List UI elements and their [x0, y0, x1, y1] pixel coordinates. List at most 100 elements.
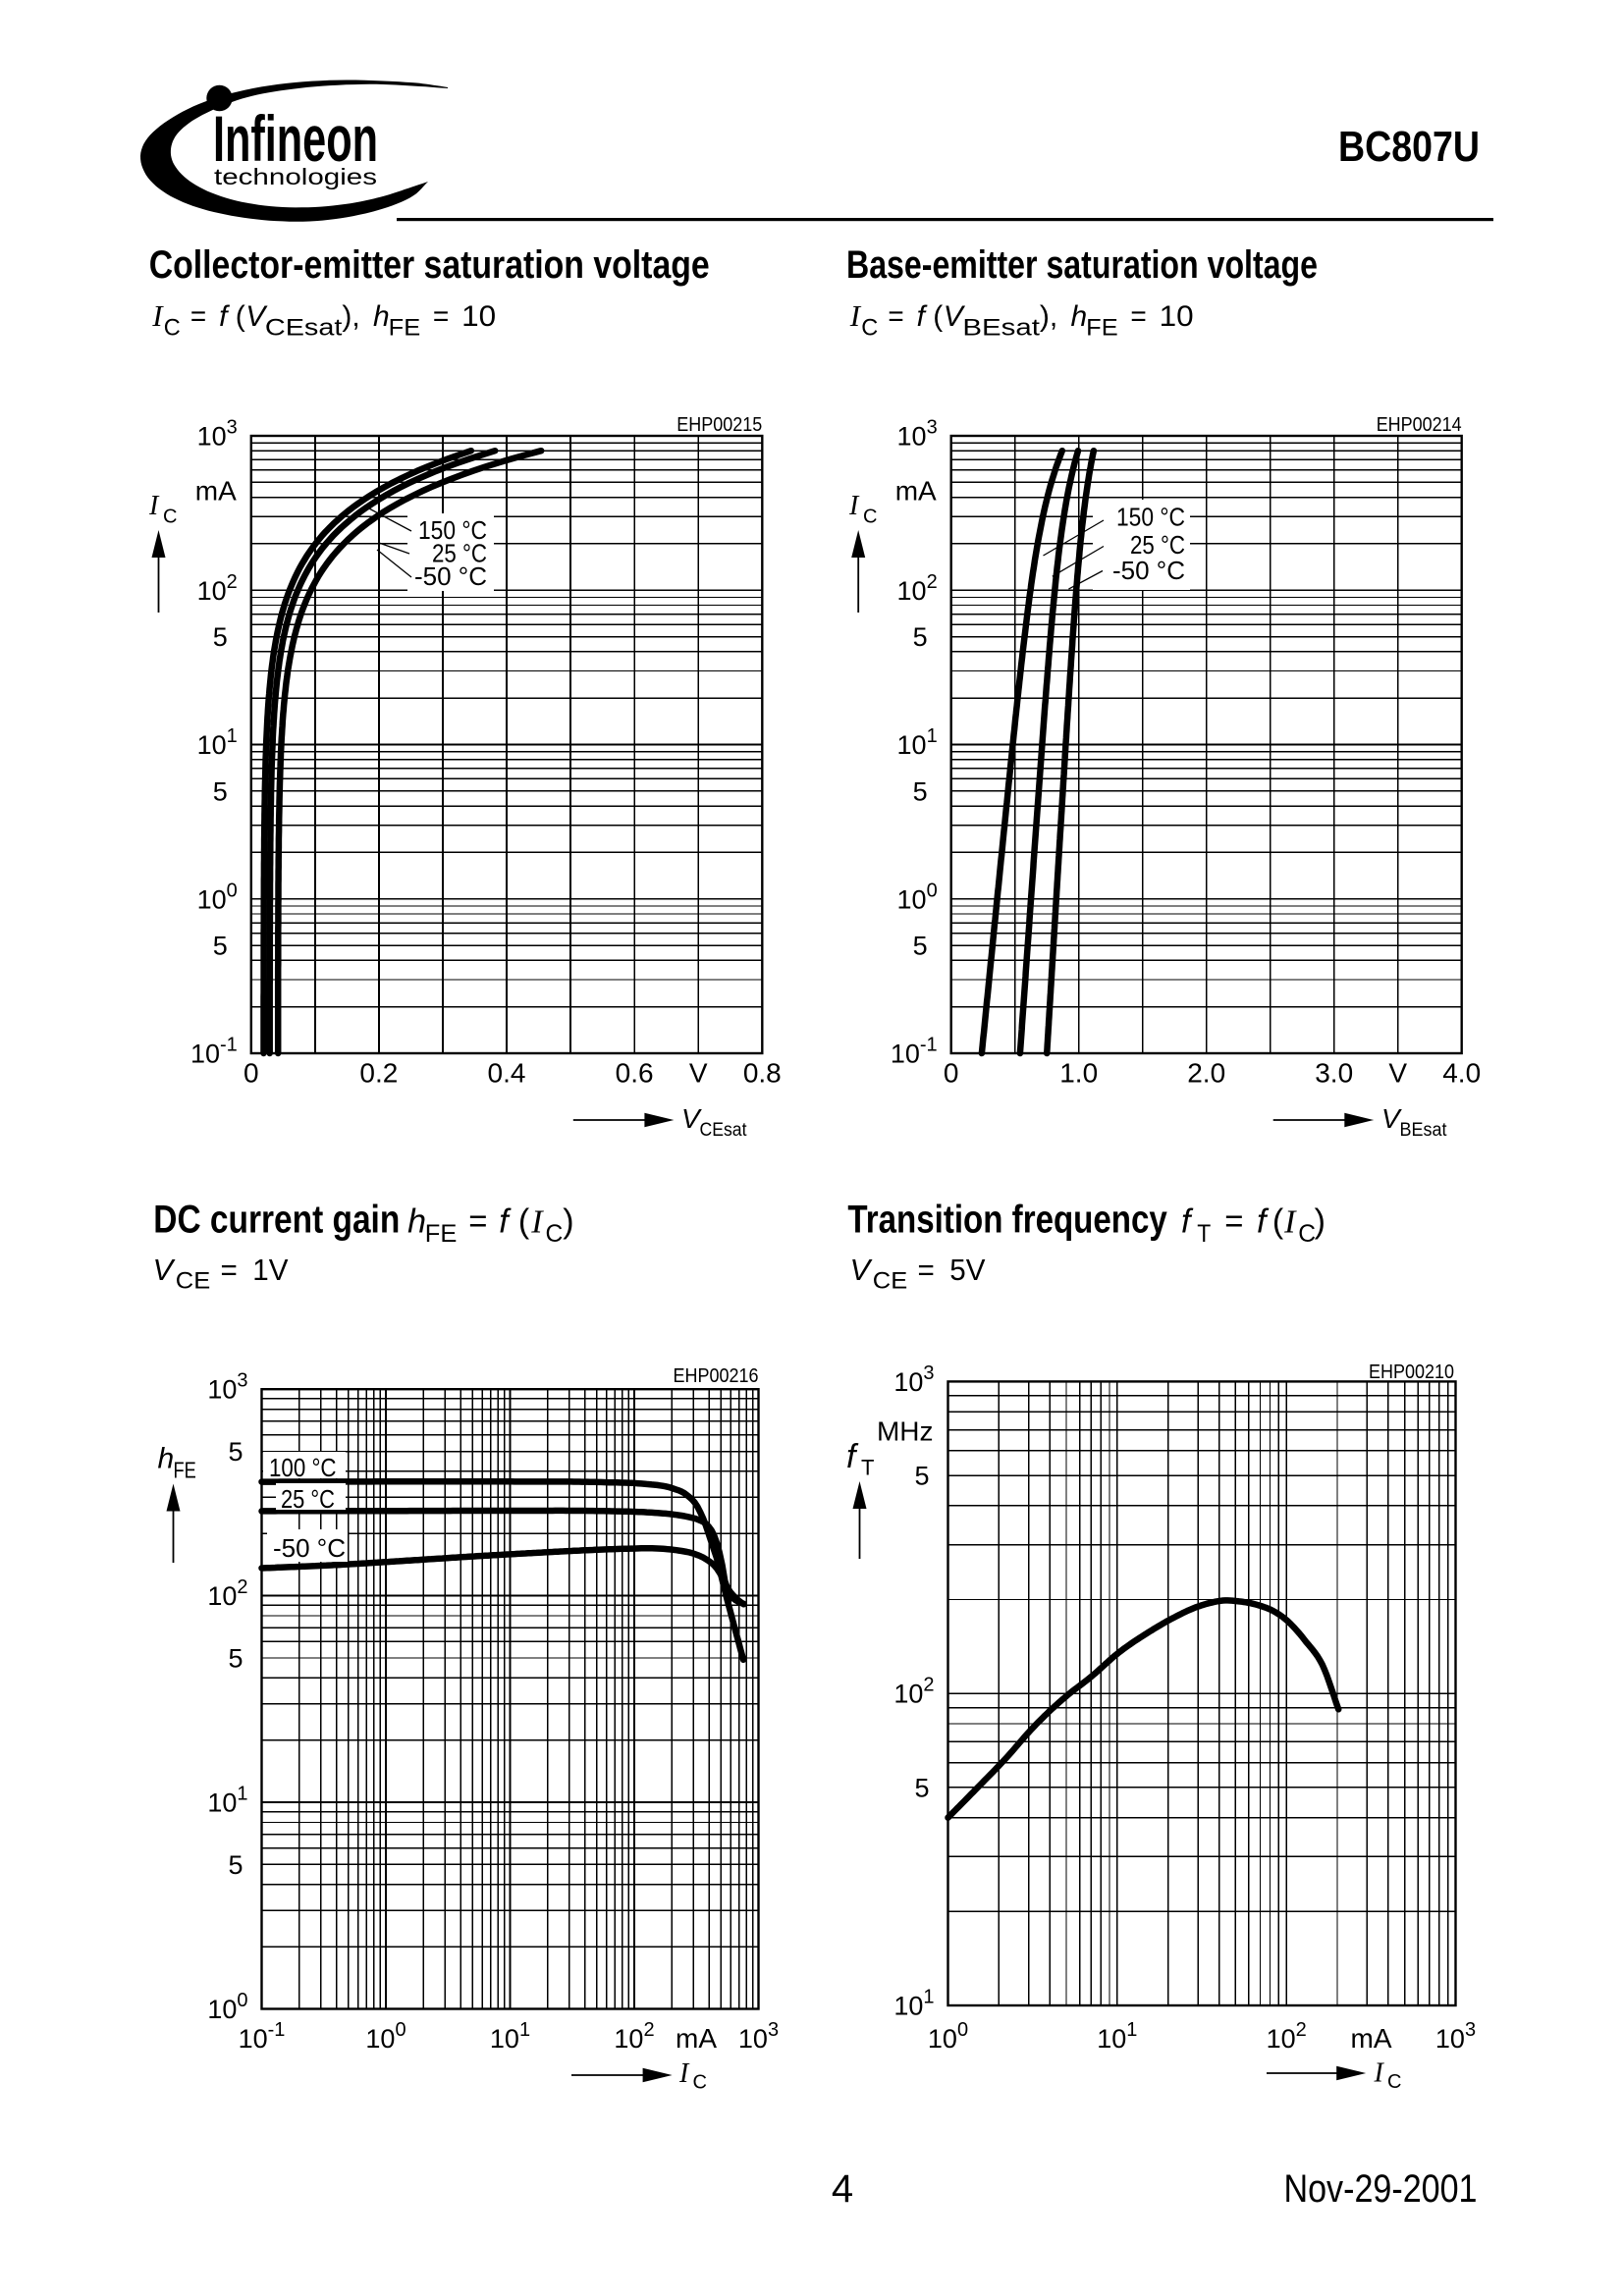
svg-text:25 °C: 25 °C — [281, 1484, 335, 1514]
svg-text:5: 5 — [913, 622, 928, 652]
svg-text:FE: FE — [1086, 315, 1118, 342]
svg-text:25 °C: 25 °C — [1130, 530, 1185, 560]
svg-text:I: I — [151, 298, 164, 333]
svg-text:h: h — [158, 1443, 175, 1475]
svg-text:C: C — [861, 315, 878, 342]
svg-text:5: 5 — [913, 932, 928, 961]
svg-text:I: I — [1283, 1204, 1297, 1241]
svg-text:C: C — [1387, 2071, 1401, 2093]
svg-text:f: f — [219, 300, 230, 333]
svg-text:V: V — [1388, 1058, 1407, 1089]
svg-text:V: V — [681, 1103, 702, 1134]
svg-text:),: ), — [1040, 300, 1057, 333]
svg-text:h: h — [1071, 300, 1088, 333]
svg-text:(: ( — [1272, 1203, 1284, 1241]
svg-text:=: = — [190, 300, 206, 333]
svg-text:100: 100 — [897, 880, 938, 914]
svg-text:mA: mA — [195, 476, 237, 507]
svg-text:101: 101 — [1097, 2019, 1137, 2054]
svg-text:FE: FE — [389, 315, 421, 342]
svg-text:I: I — [848, 491, 860, 521]
svg-text:0: 0 — [243, 1058, 259, 1089]
svg-text:): ) — [1315, 1203, 1325, 1241]
svg-text:-50 °C: -50 °C — [273, 1533, 346, 1563]
svg-text:V: V — [850, 1253, 874, 1287]
svg-text:=: = — [433, 300, 449, 333]
svg-text:103: 103 — [197, 417, 238, 452]
svg-text:Base-emitter saturation voltag: Base-emitter saturation voltage — [846, 243, 1318, 287]
svg-text:BEsat: BEsat — [962, 315, 1040, 342]
svg-text:101: 101 — [893, 1987, 934, 2021]
svg-text:4: 4 — [832, 2167, 853, 2211]
svg-text:(: ( — [236, 300, 245, 333]
svg-text:103: 103 — [738, 2019, 779, 2054]
svg-text:0.4: 0.4 — [488, 1058, 526, 1089]
svg-text:10: 10 — [461, 300, 496, 333]
svg-text:=: = — [888, 300, 903, 333]
svg-text:EHP00215: EHP00215 — [676, 414, 762, 436]
svg-text:100: 100 — [207, 1990, 247, 2024]
svg-text:103: 103 — [893, 1362, 934, 1397]
svg-text:101: 101 — [197, 725, 238, 760]
svg-text:100 °C: 100 °C — [269, 1453, 337, 1482]
svg-text:25 °C: 25 °C — [432, 539, 487, 568]
svg-text:I: I — [1374, 2058, 1385, 2089]
svg-text:1.0: 1.0 — [1059, 1058, 1098, 1089]
svg-text:Infineon: Infineon — [213, 102, 378, 175]
svg-text:I: I — [678, 2058, 690, 2089]
svg-text:4.0: 4.0 — [1442, 1058, 1481, 1089]
svg-text:I: I — [849, 298, 862, 333]
svg-text:102: 102 — [893, 1675, 934, 1709]
svg-text:BEsat: BEsat — [1400, 1120, 1448, 1141]
svg-text:DC current gain: DC current gain — [153, 1199, 400, 1242]
svg-text:C: C — [863, 506, 877, 527]
svg-text:101: 101 — [490, 2019, 530, 2054]
svg-text:): ) — [563, 1203, 573, 1241]
svg-text:C: C — [163, 506, 177, 527]
svg-text:5: 5 — [213, 776, 228, 806]
svg-text:0.6: 0.6 — [616, 1058, 654, 1089]
svg-text:V: V — [245, 300, 268, 333]
svg-text:T: T — [861, 1456, 874, 1480]
svg-text:10: 10 — [1160, 300, 1194, 333]
svg-text:EHP00210: EHP00210 — [1369, 1362, 1454, 1383]
svg-text:V: V — [689, 1058, 708, 1089]
svg-text:FE: FE — [425, 1220, 458, 1248]
svg-text:100: 100 — [365, 2019, 406, 2054]
svg-text:mA: mA — [676, 2023, 717, 2054]
svg-text:103: 103 — [207, 1370, 247, 1405]
svg-text:103: 103 — [1435, 2019, 1476, 2054]
svg-text:(: ( — [518, 1203, 530, 1241]
svg-text:102: 102 — [897, 571, 938, 606]
svg-text:5: 5 — [213, 932, 228, 961]
svg-text:h: h — [373, 300, 390, 333]
svg-text:5V: 5V — [949, 1253, 986, 1287]
svg-text:10-1: 10-1 — [190, 1035, 238, 1069]
svg-text:CEsat: CEsat — [700, 1120, 748, 1141]
svg-text:100: 100 — [928, 2019, 968, 2054]
svg-text:C: C — [1298, 1220, 1316, 1248]
svg-text:f: f — [917, 300, 928, 333]
svg-text:Nov-29-2001: Nov-29-2001 — [1284, 2167, 1478, 2211]
svg-text:T: T — [1197, 1220, 1211, 1248]
svg-text:0: 0 — [944, 1058, 959, 1089]
svg-text:I: I — [530, 1204, 544, 1241]
svg-text:102: 102 — [207, 1576, 247, 1611]
svg-text:=: = — [1224, 1203, 1243, 1241]
svg-text:-50 °C: -50 °C — [414, 561, 487, 591]
svg-text:EHP00216: EHP00216 — [674, 1365, 759, 1387]
svg-text:V: V — [1381, 1103, 1402, 1134]
svg-text:I: I — [148, 491, 160, 521]
svg-text:=: = — [468, 1203, 487, 1241]
svg-text:h: h — [407, 1203, 426, 1241]
svg-text:100: 100 — [197, 880, 238, 914]
svg-text:10-1: 10-1 — [891, 1035, 938, 1069]
svg-text:5: 5 — [914, 1462, 929, 1491]
svg-text:FE: FE — [174, 1457, 196, 1482]
svg-text:102: 102 — [1267, 2019, 1307, 2054]
svg-text:C: C — [164, 315, 181, 342]
svg-text:C: C — [693, 2071, 707, 2093]
svg-text:5: 5 — [228, 1643, 243, 1673]
svg-text:10-1: 10-1 — [239, 2019, 286, 2054]
svg-text:EHP00214: EHP00214 — [1377, 414, 1462, 436]
